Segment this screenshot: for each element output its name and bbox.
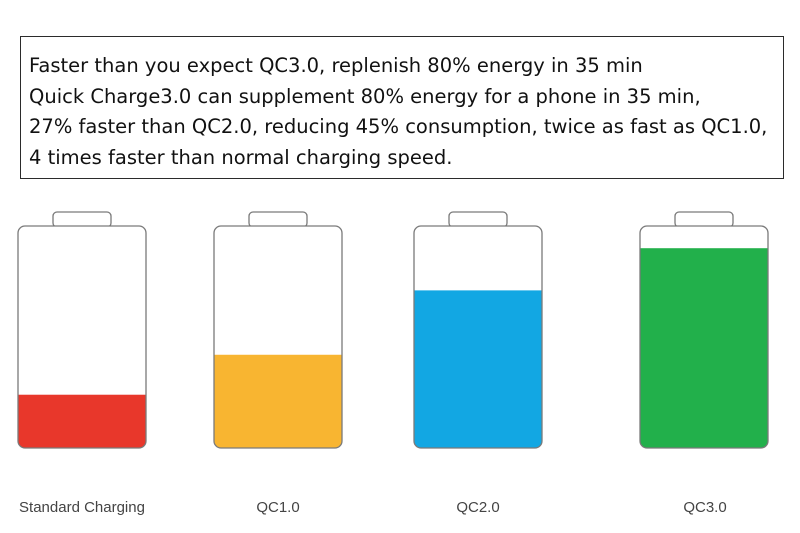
- description-line: 27% faster than QC2.0, reducing 45% cons…: [29, 115, 768, 138]
- charging-speed-chart: Standard Charging QC1.0 QC2.0 QC3.0: [17, 211, 769, 516]
- battery-fill-qc1-0: [214, 354, 342, 448]
- battery-outline-qc2-0: [413, 225, 543, 449]
- battery-terminal-qc3-0: [674, 211, 734, 228]
- battery-fill-qc3-0: [640, 248, 768, 448]
- category-label-qc2-0: QC2.0: [456, 499, 499, 516]
- category-label-qc1-0: QC1.0: [256, 499, 299, 516]
- battery-outline-standard-charging: [17, 225, 147, 449]
- description-line: Quick Charge3.0 can supplement 80% energ…: [29, 84, 701, 108]
- description-box: Faster than you expect QC3.0, replenish …: [20, 36, 784, 179]
- battery-fill-standard-charging: [18, 394, 146, 448]
- battery-body-standard-charging: [18, 226, 146, 448]
- battery-terminal-standard-charging: [52, 211, 112, 228]
- description-line: 4 times faster than normal charging spee…: [29, 145, 453, 169]
- category-label-qc3-0: QC3.0: [683, 499, 726, 516]
- battery-fill-qc2-0: [414, 290, 542, 448]
- category-label-standard-charging: Standard Charging: [19, 499, 145, 516]
- battery-outline-qc3-0: [639, 225, 769, 449]
- battery-terminal-qc2-0: [448, 211, 508, 228]
- battery-group: Standard Charging QC1.0 QC2.0 QC3.0: [17, 211, 769, 516]
- battery-terminal-qc1-0: [248, 211, 308, 228]
- headline: Faster than you expect QC3.0, replenish …: [29, 54, 643, 77]
- battery-outline-qc1-0: [213, 225, 343, 449]
